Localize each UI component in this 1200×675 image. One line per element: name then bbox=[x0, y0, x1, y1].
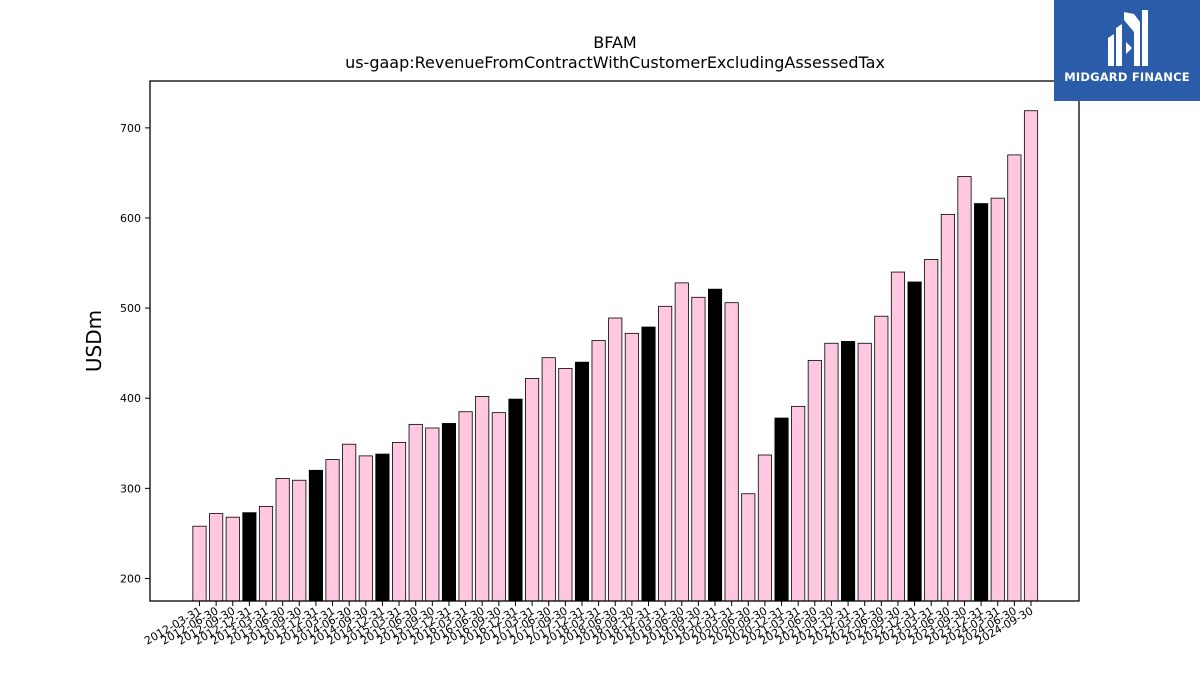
bar-2021-03-31 bbox=[791, 405, 806, 602]
bar-2019-09-30 bbox=[691, 296, 706, 602]
bar-2020-12-31 bbox=[774, 417, 789, 602]
bar-2017-03-31 bbox=[525, 377, 540, 602]
bar-2013-06-30 bbox=[275, 478, 290, 602]
brand-logo: MIDGARD FINANCE bbox=[1054, 0, 1200, 101]
bar-2012-12-31 bbox=[242, 512, 257, 602]
bars-group bbox=[192, 110, 1039, 602]
bar-2012-06-30 bbox=[209, 513, 224, 602]
bar-2024-03-31 bbox=[990, 197, 1005, 602]
bar-2018-03-31 bbox=[591, 340, 606, 602]
bar-2016-03-31 bbox=[458, 411, 473, 602]
y-tick-label: 700 bbox=[120, 122, 141, 135]
bar-2015-03-31 bbox=[392, 441, 407, 602]
bar-2014-06-30 bbox=[342, 443, 357, 602]
bar-2018-09-30 bbox=[624, 332, 639, 602]
bar-2024-06-30 bbox=[1007, 154, 1022, 602]
bar-2023-06-30 bbox=[940, 213, 955, 602]
bar-2022-12-31 bbox=[907, 281, 922, 602]
bar-2019-06-30 bbox=[674, 282, 689, 602]
y-tick-label: 600 bbox=[120, 212, 141, 225]
bar-2014-03-31 bbox=[325, 459, 340, 602]
midgard-logo-icon bbox=[1108, 10, 1148, 66]
bar-2020-03-31 bbox=[724, 302, 739, 602]
bar-2019-12-31 bbox=[707, 288, 723, 602]
y-axis-label: USDm bbox=[82, 310, 106, 372]
bar-2023-12-31 bbox=[974, 203, 989, 602]
bar-2019-03-31 bbox=[658, 305, 673, 602]
bar-2020-06-30 bbox=[741, 493, 756, 602]
bar-2022-06-30 bbox=[874, 315, 889, 602]
bar-2015-09-30 bbox=[425, 427, 440, 602]
y-tick-label: 500 bbox=[120, 302, 141, 315]
bar-2015-12-31 bbox=[441, 423, 456, 602]
bar-2020-09-30 bbox=[757, 454, 772, 602]
plot-frame bbox=[149, 80, 1080, 602]
bar-2013-12-31 bbox=[308, 469, 323, 602]
bar-2016-12-31 bbox=[508, 398, 523, 602]
bar-2022-09-30 bbox=[890, 271, 906, 602]
y-axis-ticks: 200 300 400 500 600 700 bbox=[120, 122, 150, 585]
bar-2017-09-30 bbox=[558, 368, 573, 602]
bar-2022-03-31 bbox=[857, 342, 872, 602]
chart-subtitle: us-gaap:RevenueFromContractWithCustomerE… bbox=[345, 53, 885, 72]
chart-title: BFAM bbox=[593, 33, 636, 52]
bar-2021-12-31 bbox=[841, 341, 856, 602]
bar-2012-03-31 bbox=[192, 525, 207, 602]
bar-2013-03-31 bbox=[258, 505, 274, 602]
y-tick-label: 200 bbox=[120, 572, 141, 585]
bar-2016-06-30 bbox=[475, 396, 490, 602]
y-tick-label: 300 bbox=[120, 482, 141, 495]
bar-2024-09-30 bbox=[1023, 110, 1039, 602]
y-tick-label: 400 bbox=[120, 392, 141, 405]
bar-2015-06-30 bbox=[408, 423, 423, 602]
bar-2013-09-30 bbox=[292, 479, 307, 602]
bar-2017-12-31 bbox=[574, 361, 590, 602]
x-axis-ticks: 2012-03-312012-06-302012-09-302012-12-31… bbox=[142, 601, 1036, 648]
bar-2018-06-30 bbox=[608, 317, 623, 602]
bar-2023-09-30 bbox=[957, 176, 972, 602]
bar-2018-12-31 bbox=[641, 326, 656, 602]
bar-2021-09-30 bbox=[824, 342, 839, 602]
bar-2023-03-31 bbox=[924, 259, 939, 602]
bar-2014-09-30 bbox=[358, 455, 373, 602]
bar-2012-09-30 bbox=[225, 516, 240, 602]
bar-2017-06-30 bbox=[541, 357, 556, 602]
bar-2021-06-30 bbox=[807, 359, 822, 602]
bar-2014-12-31 bbox=[375, 453, 390, 602]
brand-name: MIDGARD FINANCE bbox=[1064, 70, 1190, 84]
bar-2016-09-30 bbox=[491, 412, 506, 602]
